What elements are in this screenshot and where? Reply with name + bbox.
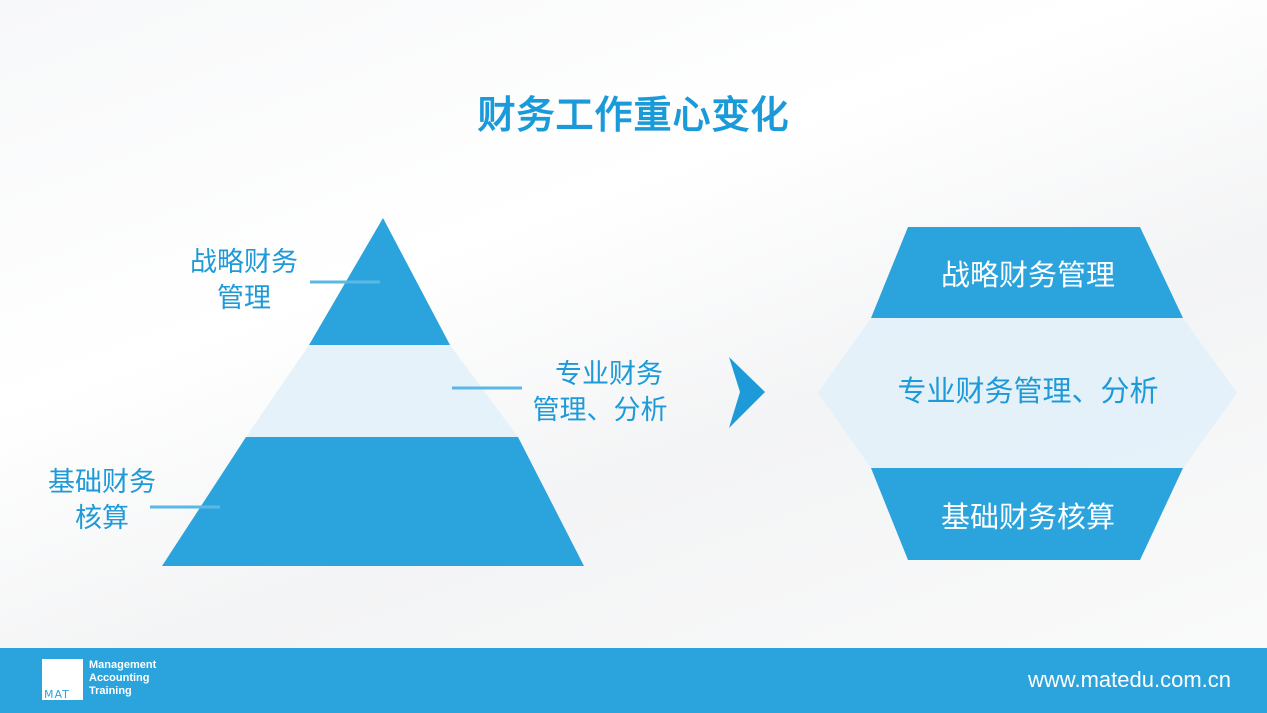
footer-bar — [0, 648, 1267, 713]
pyramid-bottom-tier — [162, 437, 584, 566]
hexagon-middle-band — [818, 318, 1237, 468]
label-line: 管理 — [217, 283, 271, 314]
hexagon-top-segment — [871, 227, 1183, 318]
logo-line: Accounting — [89, 672, 150, 684]
triangle-right-icon — [729, 357, 765, 428]
logo-line: Management — [89, 659, 157, 671]
logo-line: Training — [89, 685, 132, 697]
pyramid-bottom-label: 基础财务 核算 — [28, 465, 176, 537]
pyramid-middle-label: 专业财务 管理、分析 — [515, 357, 685, 429]
hexagon-bottom-label: 基础财务核算 — [940, 500, 1115, 534]
label-line: 战略财务 — [190, 247, 298, 278]
hexagon-middle-label: 专业财务管理、分析 — [897, 374, 1159, 408]
logo-text: Management Accounting Training — [89, 659, 156, 698]
label-line: 专业财务 — [555, 359, 663, 390]
label-line: 管理、分析 — [532, 395, 668, 426]
hexagon-top-label: 战略财务管理 — [940, 258, 1115, 292]
pyramid-middle-tier — [246, 345, 518, 437]
logo-mark: MAT — [44, 688, 70, 701]
label-line: 基础财务 — [48, 467, 156, 498]
slide-title: 财务工作重心变化 — [477, 93, 790, 137]
logo — [42, 659, 83, 700]
hexagon-bottom-segment — [871, 468, 1183, 560]
label-line: 核算 — [75, 503, 129, 534]
pyramid-top-label: 战略财务 管理 — [170, 245, 318, 317]
website-url: www.matedu.com.cn — [1028, 667, 1231, 692]
